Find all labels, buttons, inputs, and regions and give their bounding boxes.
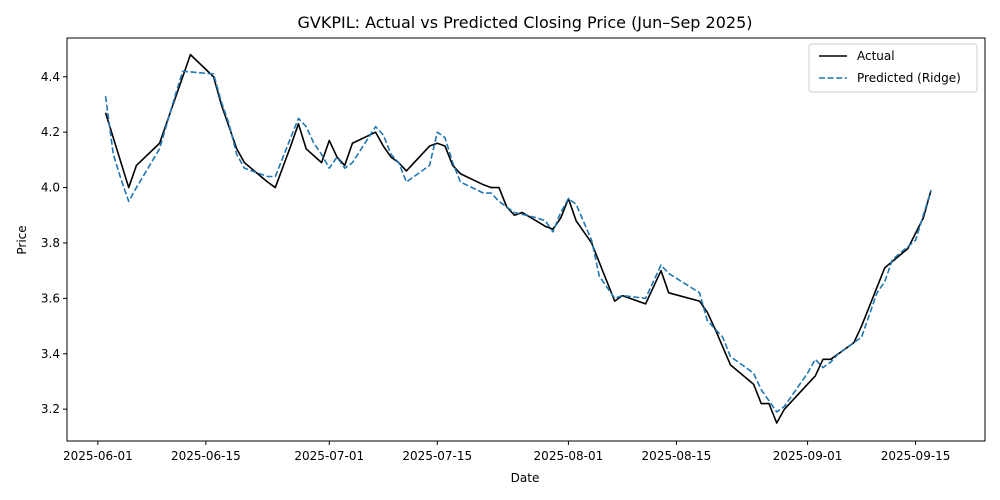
y-axis-label: Price [15,225,29,254]
x-tick-label: 2025-09-01 [773,449,843,463]
x-tick-label: 2025-07-01 [294,449,364,463]
legend: Actual Predicted (Ridge) [808,43,978,93]
y-tick-label: 3.6 [41,291,60,305]
x-tick-label: 2025-07-15 [402,449,472,463]
y-tick-label: 3.2 [41,402,60,416]
x-tick-label: 2025-08-15 [642,449,712,463]
x-tick-label: 2025-06-01 [63,449,133,463]
legend-predicted-label: Predicted (Ridge) [857,71,961,85]
y-tick-label: 4.0 [41,181,60,195]
x-tick-label: 2025-06-15 [171,449,241,463]
legend-actual-label: Actual [857,49,895,63]
x-tick-label: 2025-08-01 [534,449,604,463]
plot-frame [66,37,986,442]
y-tick-label: 4.4 [41,70,60,84]
legend-box [808,43,978,93]
x-axis-label: Date [511,471,540,485]
chart-title: GVKPIL: Actual vs Predicted Closing Pric… [297,13,752,32]
x-tick-label: 2025-09-15 [881,449,951,463]
predicted-series-line [104,70,932,413]
actual-series-line [104,53,932,424]
y-tick-label: 4.2 [41,125,60,139]
y-tick-label: 3.8 [41,236,60,250]
y-tick-label: 3.4 [41,347,60,361]
